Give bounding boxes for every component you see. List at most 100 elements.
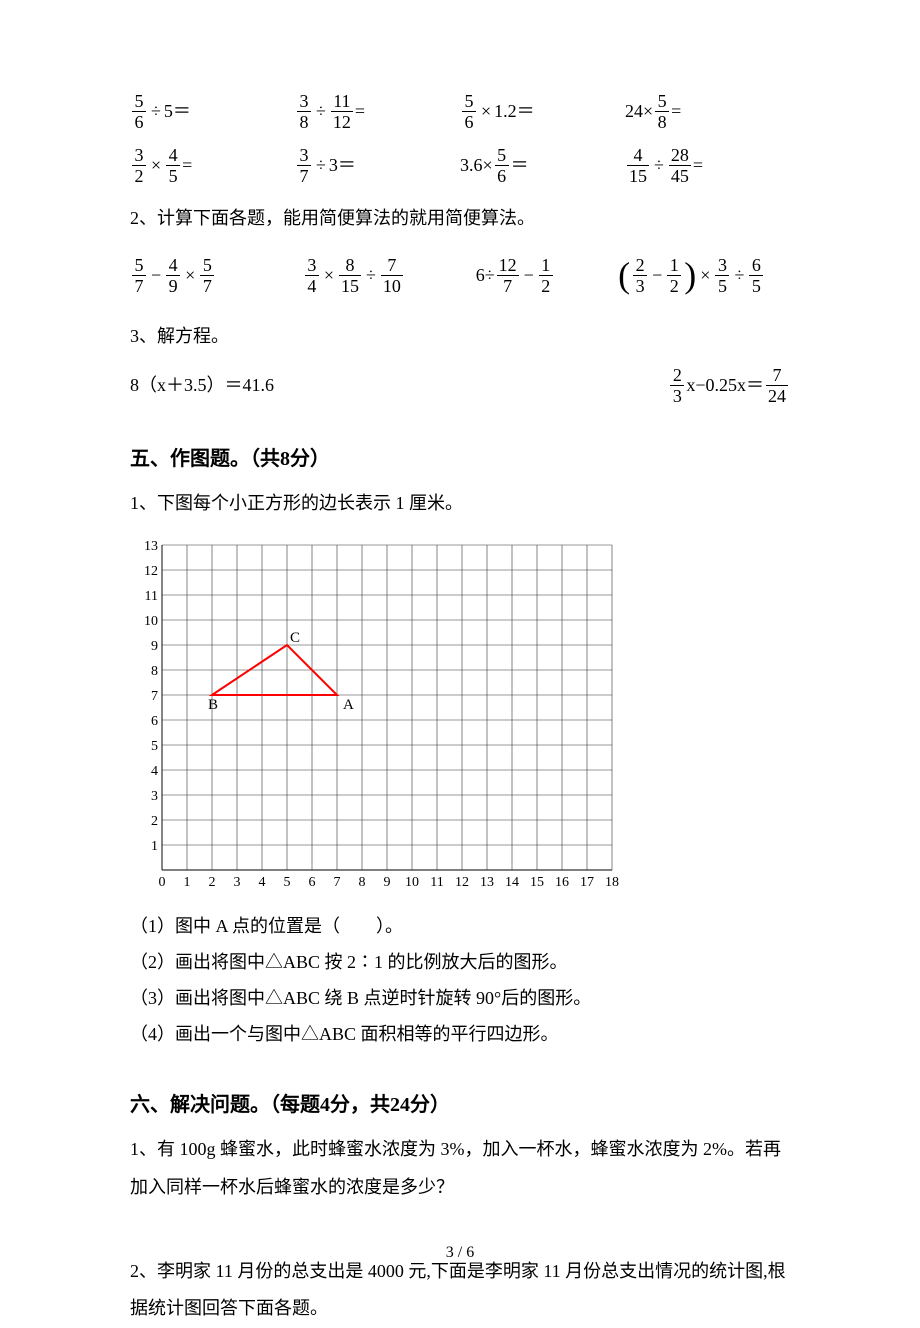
fraction: 5 8 [655,92,669,131]
svg-text:4: 4 [151,764,158,779]
numerator: 5 [133,256,146,274]
svg-text:B: B [208,697,218,713]
q5-4: （4）画出一个与图中△ABC 面积相等的平行四边形。 [130,1016,790,1052]
denominator: 24 [766,387,788,405]
numerator: 4 [167,146,180,164]
numerator: 5 [201,256,214,274]
numerator: 3 [716,256,729,274]
fraction: 57 [132,256,146,295]
svg-text:12: 12 [455,875,469,890]
numerator: 5 [656,92,669,110]
fraction: 5 6 [495,146,509,185]
fraction: 3 7 [297,146,311,185]
svg-text:18: 18 [605,875,619,890]
operator: − [148,266,164,284]
numerator: 3 [298,146,311,164]
spacer [130,1217,790,1247]
svg-text:16: 16 [555,875,569,890]
rhs-text: 5＝ [164,102,191,120]
denominator: 7 [501,277,514,295]
denominator: 12 [331,113,353,131]
expression-row-2: 57 − 49 × 57 34 × 815 ÷ 710 6÷ 127 − 12 … [130,254,790,296]
fraction: 4 15 [627,146,649,185]
lhs-text: 6÷ [476,266,495,284]
svg-text:A: A [343,697,354,713]
q6-1: 1、有 100g 蜂蜜水，此时蜂蜜水浓度为 3%，加入一杯水，蜂蜜水浓度为 2%… [130,1131,790,1207]
expr-cell: 57 − 49 × 57 [130,254,303,296]
fraction: 710 [381,256,403,295]
svg-text:5: 5 [151,739,158,754]
numerator: 12 [497,256,519,274]
numerator: 28 [669,146,691,164]
denominator: 5 [716,277,729,295]
expr-cell: 3 8 ÷ 11 12 = [295,90,460,132]
denominator: 6 [495,167,508,185]
denominator: 8 [656,113,669,131]
svg-text:2: 2 [151,814,158,829]
q6-2: 2、李明家 11 月份的总支出是 4000 元,下面是李明家 11 月份总支出情… [130,1253,790,1328]
q5-3: （3）画出将图中△ABC 绕 B 点逆时针旋转 90°后的图形。 [130,980,790,1016]
operator: × [321,266,337,284]
equation-row: 8（x＋3.5）＝41.6 23 x−0.25x＝ 724 [130,364,790,406]
tail-text: = [671,102,681,120]
svg-text:17: 17 [580,875,594,890]
denominator: 7 [298,167,311,185]
numerator: 5 [133,92,146,110]
equation-1: 8（x＋3.5）＝41.6 [130,364,274,406]
expr-cell: 3.6× 5 6 ＝ [460,144,625,186]
svg-text:5: 5 [284,875,291,890]
expr-cell: 24× 5 8 = [625,90,790,132]
operator: × [697,266,713,284]
expr-cell: 5 6 × 1.2＝ [460,90,625,132]
numerator: 3 [298,92,311,110]
lhs-text: 24× [625,102,653,120]
instruction-3: 3、解方程。 [130,318,790,354]
section-5-title: 五、作图题。（共8分） [130,442,790,471]
operator: ÷ [651,156,667,174]
numerator: 5 [463,92,476,110]
denominator: 7 [201,277,214,295]
operator: × [478,102,494,120]
fraction: 49 [166,256,180,295]
svg-text:3: 3 [151,789,158,804]
fraction: 3 8 [297,92,311,131]
numerator: 5 [495,146,508,164]
q5-subquestions: （1）图中 A 点的位置是（ ）。 （2）画出将图中△ABC 按 2∶1 的比例… [130,908,790,1052]
denominator: 9 [167,277,180,295]
svg-text:7: 7 [151,689,158,704]
fraction: 28 45 [669,146,691,185]
page-number: 3 / 6 [0,1244,920,1262]
svg-text:15: 15 [530,875,544,890]
denominator: 3 [634,277,647,295]
denominator: 2 [668,277,681,295]
svg-text:11: 11 [430,875,443,890]
operator: ÷ [148,102,164,120]
svg-text:7: 7 [334,875,341,890]
operator: − [649,266,665,284]
mid-text: x−0.25x＝ [686,376,764,394]
svg-text:1: 1 [151,839,158,854]
svg-text:8: 8 [359,875,366,890]
svg-text:C: C [290,630,300,646]
denominator: 2 [539,277,552,295]
svg-text:10: 10 [144,614,158,629]
svg-text:6: 6 [309,875,316,890]
operator: × [148,156,164,174]
svg-text:14: 14 [505,875,519,890]
svg-text:13: 13 [480,875,494,890]
svg-text:9: 9 [151,639,158,654]
numerator: 1 [539,256,552,274]
expr-cell: 6÷ 127 − 12 [476,254,617,296]
fraction: 35 [715,256,729,295]
svg-text:1: 1 [184,875,191,890]
svg-text:2: 2 [209,875,216,890]
rhs-text: 3＝ [329,156,356,174]
operator: ÷ [363,266,379,284]
operator: ÷ [313,102,329,120]
expr-cell: 4 15 ÷ 28 45 = [625,144,790,186]
operator: × [182,266,198,284]
svg-text:3: 3 [234,875,241,890]
operator: − [521,266,537,284]
svg-text:4: 4 [259,875,266,890]
fraction: 815 [339,256,361,295]
